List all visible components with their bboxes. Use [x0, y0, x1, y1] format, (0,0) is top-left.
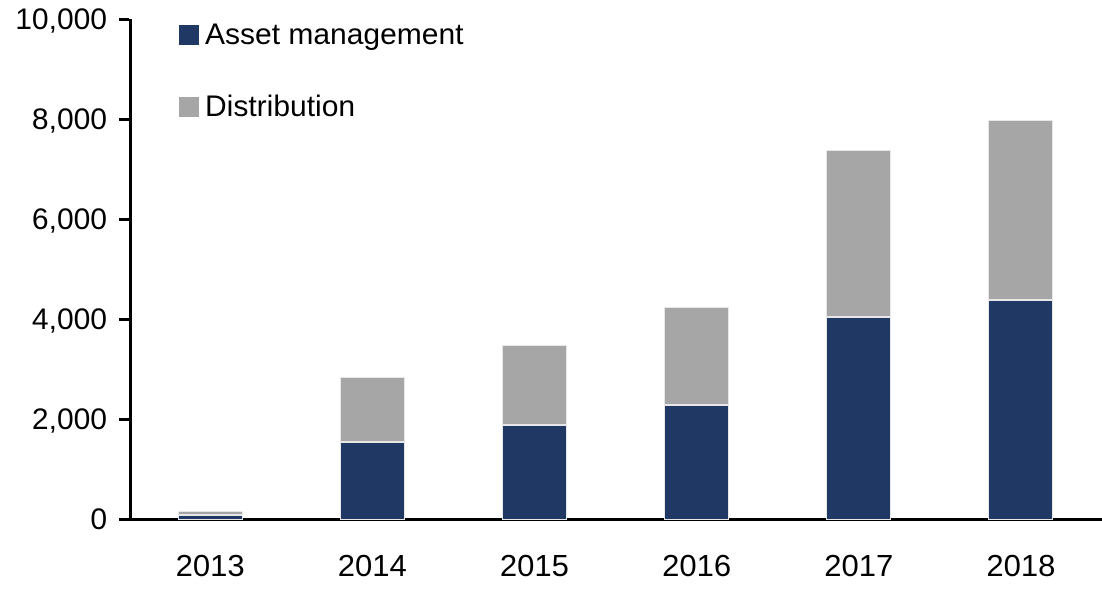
- y-axis-tick-10-000: [119, 18, 129, 21]
- y-axis-tick-2-000: [119, 418, 129, 421]
- legend-label-distribution: Distribution: [205, 90, 356, 123]
- bar-segment-distribution-2016: [664, 307, 730, 405]
- bar-segment-asset-management-2016: [664, 404, 730, 520]
- x-axis-label-2016: 2016: [662, 548, 732, 583]
- legend-label-asset-management: Asset management: [205, 18, 464, 51]
- y-axis-label-0: 0: [90, 502, 107, 536]
- bar-segment-distribution-2018: [988, 119, 1054, 300]
- y-axis-label-10-000: 10,000: [15, 2, 107, 36]
- y-axis-tick-8-000: [119, 118, 129, 121]
- y-axis-tick-6-000: [119, 218, 129, 221]
- x-axis-line: [119, 518, 1102, 521]
- y-axis-line: [129, 19, 132, 521]
- x-axis-label-2015: 2015: [499, 548, 569, 583]
- y-axis-label-4-000: 4,000: [31, 302, 107, 336]
- legend-item-distribution: Distribution: [179, 87, 463, 127]
- bar-segment-asset-management-2015: [501, 424, 567, 520]
- bar-segment-distribution-2013: [177, 510, 243, 515]
- bar-segment-asset-management-2013: [177, 514, 243, 520]
- x-axis-label-2018: 2018: [986, 548, 1056, 583]
- legend-swatch-distribution: [179, 97, 199, 117]
- y-axis-label-8-000: 8,000: [31, 102, 107, 136]
- legend-swatch-asset-management: [179, 25, 199, 45]
- x-axis-label-2013: 2013: [175, 548, 245, 583]
- legend-item-asset-management: Asset management: [179, 15, 463, 55]
- legend: Asset management Distribution: [179, 15, 463, 127]
- bar-segment-asset-management-2017: [826, 317, 892, 520]
- bar-segment-asset-management-2014: [339, 442, 405, 520]
- y-axis-tick-4-000: [119, 318, 129, 321]
- bar-segment-distribution-2014: [339, 377, 405, 442]
- bar-segment-distribution-2015: [501, 344, 567, 425]
- x-axis-label-2014: 2014: [337, 548, 407, 583]
- y-axis-label-6-000: 6,000: [31, 202, 107, 236]
- x-axis-label-2017: 2017: [824, 548, 894, 583]
- y-axis-label-2-000: 2,000: [31, 402, 107, 436]
- bar-segment-distribution-2017: [826, 149, 892, 317]
- bar-segment-asset-management-2018: [988, 299, 1054, 520]
